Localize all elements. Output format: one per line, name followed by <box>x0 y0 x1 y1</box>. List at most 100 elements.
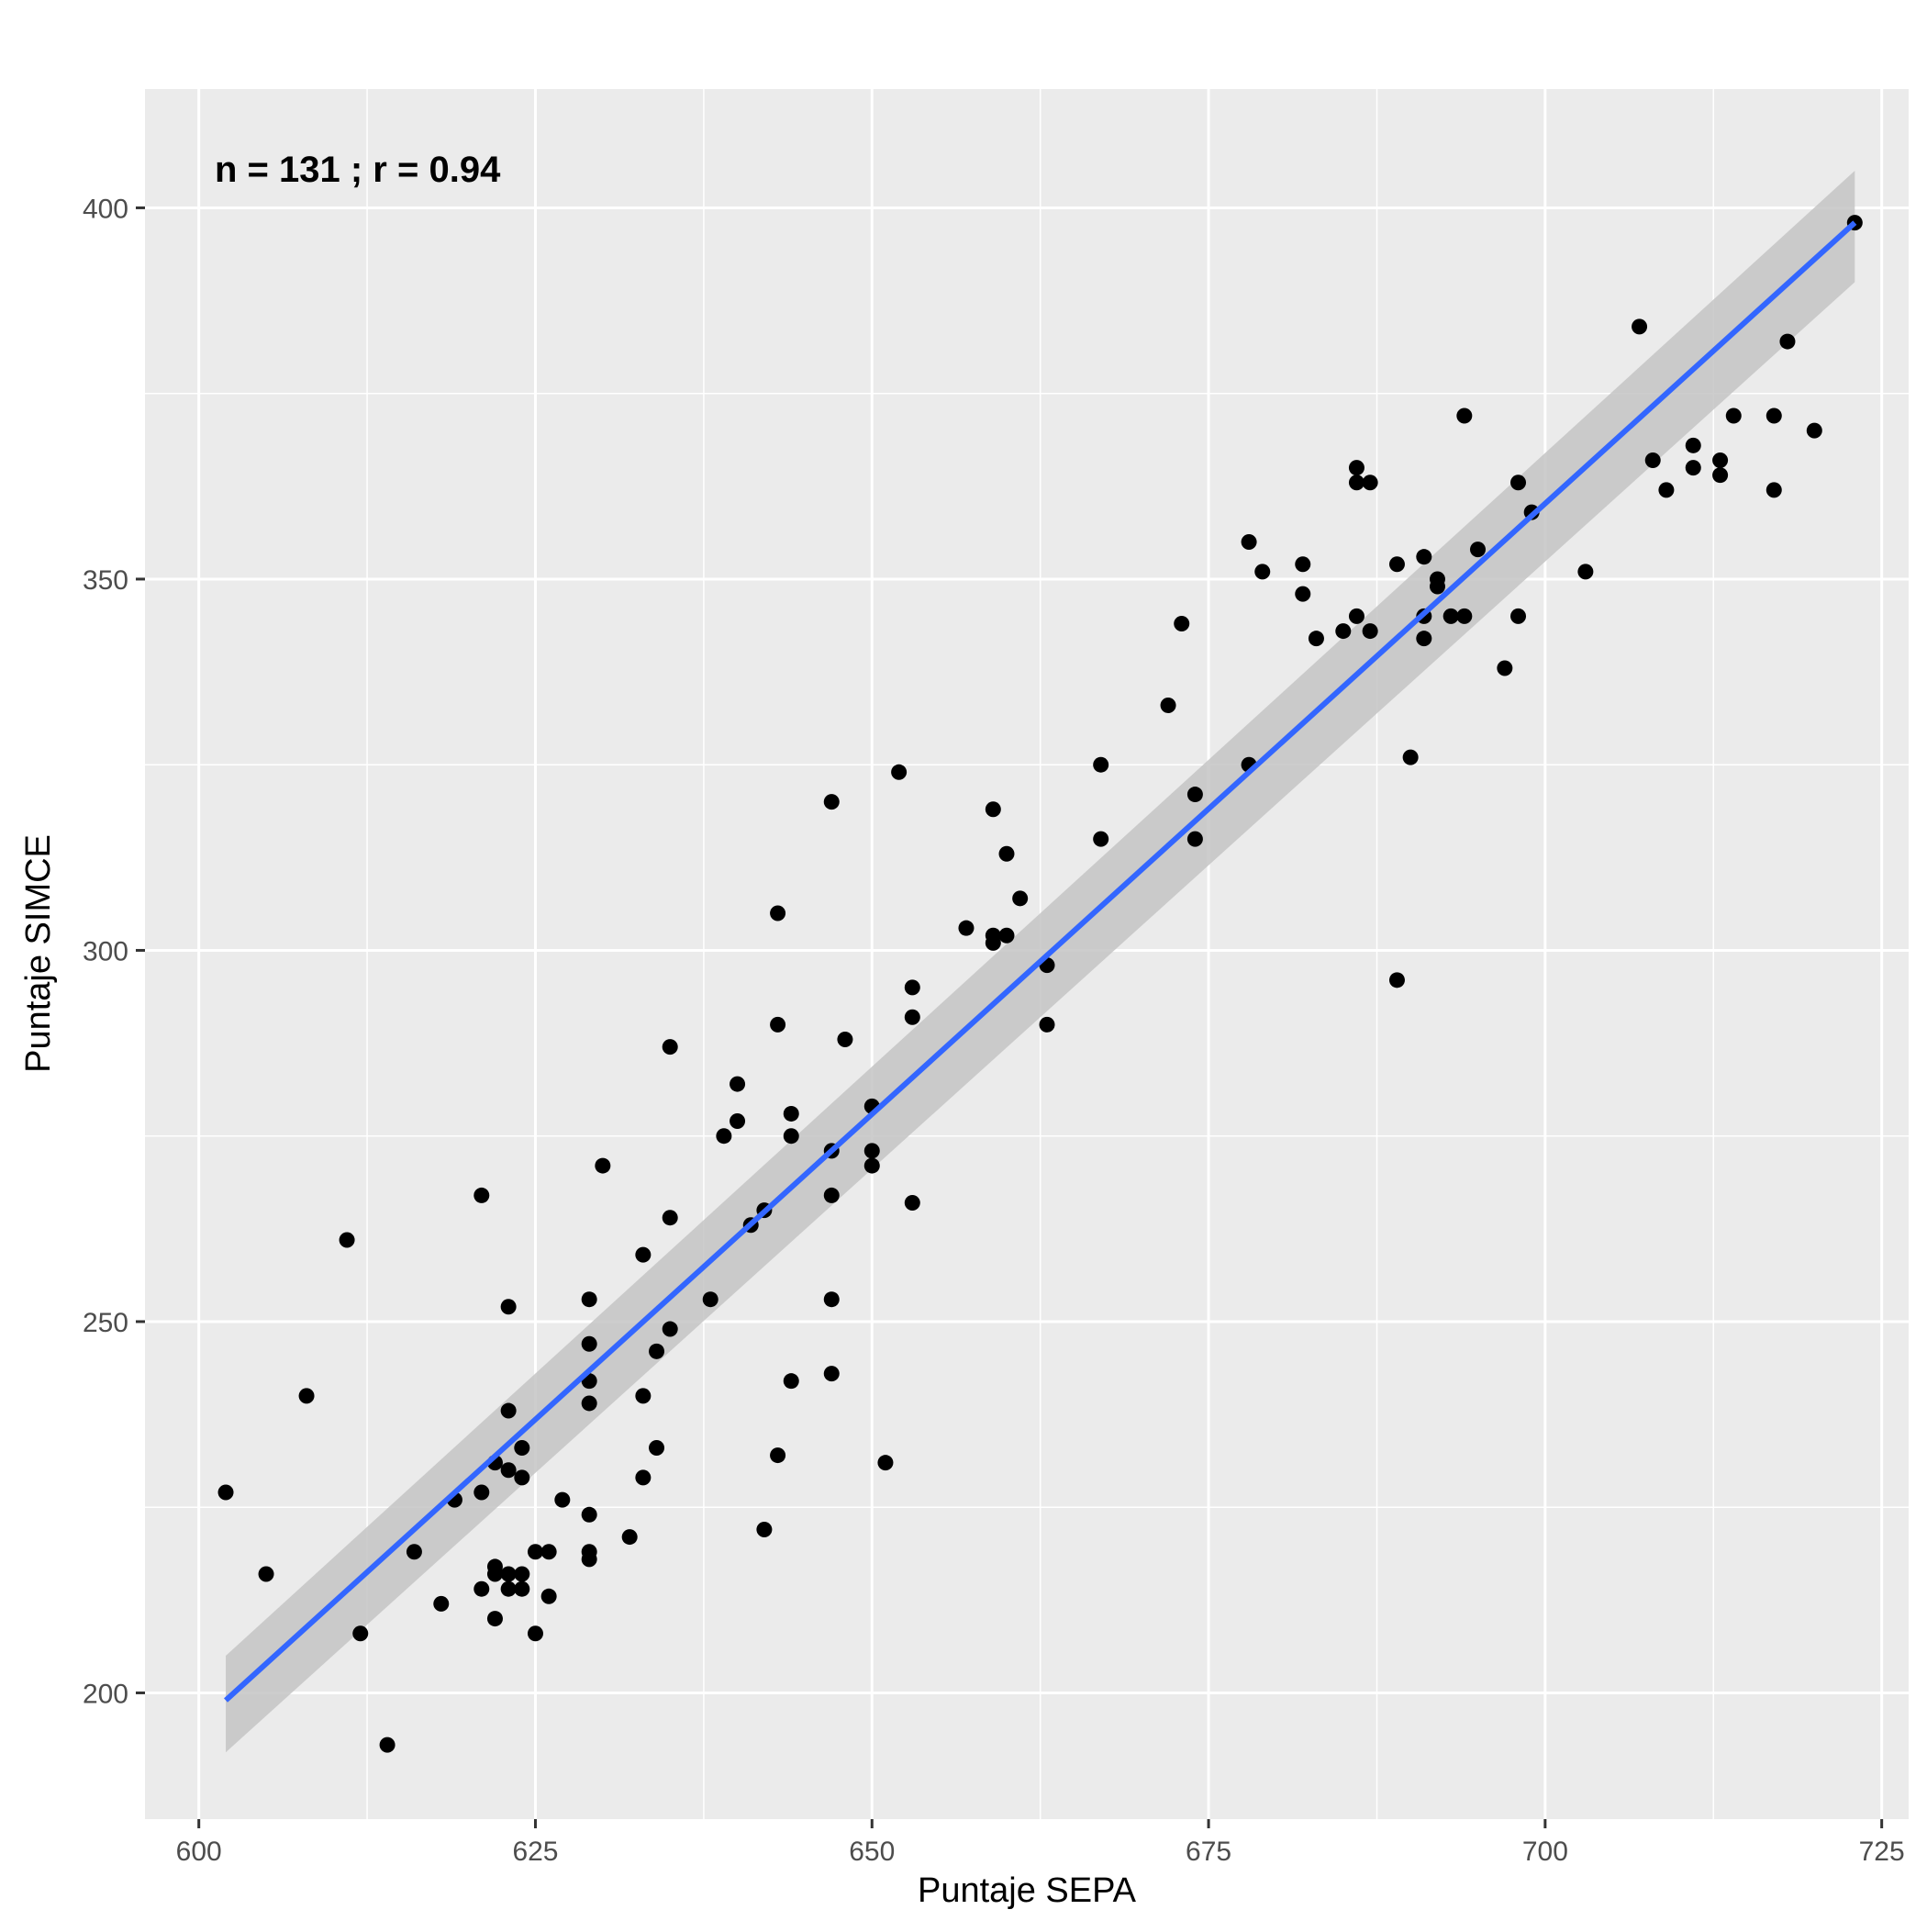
x-tick-label: 650 <box>849 1837 895 1867</box>
data-point <box>635 1469 652 1486</box>
data-point <box>1348 460 1364 476</box>
data-point <box>649 1343 665 1359</box>
data-point <box>1362 623 1378 640</box>
fit-line <box>224 220 1857 1703</box>
data-point <box>1093 831 1109 847</box>
data-point <box>581 1551 597 1568</box>
data-point <box>756 1521 773 1537</box>
data-point <box>823 794 840 810</box>
data-point <box>1725 408 1742 424</box>
data-point <box>1160 697 1176 713</box>
data-point <box>595 1157 611 1174</box>
data-point <box>998 927 1015 944</box>
data-point <box>823 1366 840 1382</box>
data-point <box>581 1395 597 1412</box>
data-point <box>514 1469 530 1486</box>
data-point <box>1348 608 1364 624</box>
data-point <box>298 1388 315 1404</box>
data-point <box>823 1187 840 1203</box>
data-point <box>527 1625 543 1642</box>
data-point <box>1093 756 1109 773</box>
x-axis-title: Puntaje SEPA <box>918 1871 1137 1910</box>
data-point <box>514 1439 530 1456</box>
data-point <box>500 1566 517 1582</box>
y-tick-label: 350 <box>83 565 128 596</box>
x-tick-label: 675 <box>1186 1837 1231 1867</box>
data-point <box>770 1447 786 1464</box>
data-point <box>500 1299 517 1315</box>
data-point <box>716 1128 732 1145</box>
y-tick-label: 300 <box>83 936 128 966</box>
data-point <box>1416 631 1432 647</box>
data-point <box>1348 475 1364 491</box>
data-point <box>1765 408 1782 424</box>
data-point <box>649 1439 665 1456</box>
data-point <box>891 764 908 780</box>
data-point <box>770 1016 786 1033</box>
data-point <box>514 1566 530 1582</box>
data-point <box>217 1484 234 1501</box>
data-point <box>1685 437 1701 453</box>
data-point <box>770 905 786 921</box>
data-point <box>500 1580 517 1597</box>
data-point <box>662 1321 678 1337</box>
data-point <box>783 1373 799 1390</box>
data-point <box>837 1032 853 1048</box>
data-point <box>662 1039 678 1055</box>
data-point <box>985 801 1001 818</box>
points-layer <box>217 215 1863 1753</box>
data-point <box>433 1595 450 1612</box>
fit-line-layer <box>224 220 1857 1703</box>
data-point <box>1174 615 1190 631</box>
data-point <box>1416 549 1432 565</box>
x-tick-label: 725 <box>1859 1837 1905 1867</box>
data-point <box>863 1143 880 1159</box>
y-tick-label: 400 <box>83 194 128 224</box>
data-point <box>554 1491 571 1508</box>
data-point <box>904 1009 920 1025</box>
data-point <box>958 920 975 936</box>
data-point <box>635 1388 652 1404</box>
data-point <box>1388 972 1405 988</box>
x-axis: 600 625 650 675 700 725 <box>176 1819 1905 1867</box>
data-point <box>581 1291 597 1308</box>
y-tick-label: 200 <box>83 1679 128 1709</box>
data-point <box>473 1484 490 1501</box>
data-point <box>1039 1016 1055 1033</box>
data-point <box>783 1128 799 1145</box>
data-point <box>904 1195 920 1212</box>
data-point <box>500 1462 517 1479</box>
x-tick-label: 625 <box>512 1837 558 1867</box>
data-point <box>1658 482 1675 498</box>
data-point <box>1577 564 1594 580</box>
data-point <box>406 1544 422 1560</box>
data-point <box>1779 333 1796 350</box>
data-point <box>1362 475 1378 491</box>
data-point <box>621 1529 638 1546</box>
data-point <box>1429 578 1445 595</box>
data-point <box>1644 452 1661 469</box>
y-axis: 200 250 300 350 400 <box>83 194 145 1709</box>
data-point <box>1510 608 1527 624</box>
y-axis-title: Puntaje SIMCE <box>19 834 58 1073</box>
data-point <box>662 1210 678 1226</box>
data-point <box>339 1232 355 1248</box>
data-point <box>1470 542 1487 558</box>
data-point <box>730 1113 746 1130</box>
data-point <box>1442 608 1459 624</box>
data-point <box>1712 467 1729 484</box>
data-point <box>500 1402 517 1419</box>
data-point <box>1510 475 1527 491</box>
data-point <box>486 1566 503 1582</box>
data-point <box>1456 408 1473 424</box>
data-point <box>1254 564 1271 580</box>
data-point <box>1388 556 1405 573</box>
data-point <box>540 1588 557 1604</box>
data-point <box>1806 422 1822 439</box>
data-point <box>258 1566 274 1582</box>
data-point <box>1295 556 1311 573</box>
data-point <box>730 1076 746 1092</box>
data-point <box>540 1544 557 1560</box>
data-point <box>877 1455 894 1471</box>
